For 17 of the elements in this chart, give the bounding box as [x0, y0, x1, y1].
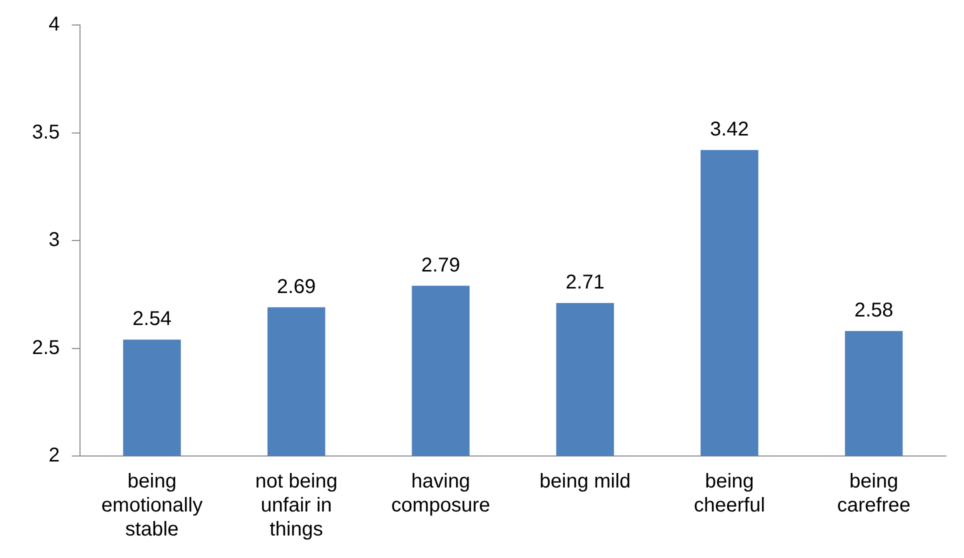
data-label: 2.71 [566, 272, 605, 294]
x-tick-label: being emotionally stable [101, 470, 203, 541]
x-tick-label: being mild [540, 470, 631, 493]
x-tick-label: not being unfair in things [255, 470, 338, 541]
y-tick-label: 2.5 [32, 336, 60, 359]
x-tick-label: having composure [391, 470, 490, 517]
x-tick-label: being cheerful [694, 470, 766, 517]
y-tick-label: 4 [48, 14, 60, 36]
data-label: 3.42 [710, 118, 749, 141]
y-tick-label: 3.5 [32, 121, 60, 144]
y-tick-label: 2 [48, 444, 60, 467]
data-label: 2.79 [421, 254, 460, 276]
data-label: 2.58 [854, 300, 894, 322]
data-label: 2.54 [132, 308, 172, 330]
y-tick-label: 3 [48, 229, 60, 252]
x-tick-label: being carefree [837, 470, 911, 517]
data-label: 2.69 [276, 276, 316, 298]
